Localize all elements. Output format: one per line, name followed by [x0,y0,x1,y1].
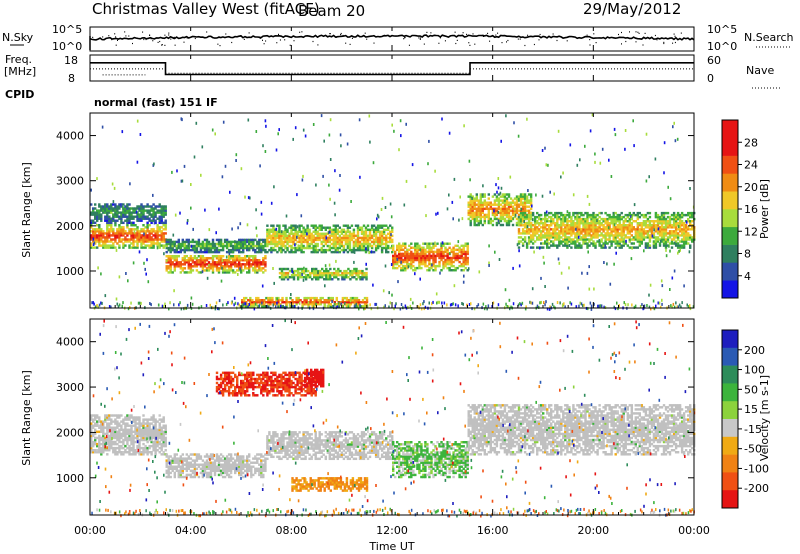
power-heatmap [90,113,696,311]
velocity-y-axis: 1000 2000 3000 4000 [56,336,694,485]
colorbar-swatch [722,155,738,174]
noise-panel: N.Sky 10^5 10^0 10^5 10^0 N.Search [2,23,794,53]
power-region-0 [90,224,167,249]
colorbar-swatch [722,244,738,263]
colorbar-swatch [722,365,738,384]
power-ylabel: Slant Range [km] [20,162,33,258]
colorbar-tick-label: 50 [744,383,758,396]
time-xlabel: Time UT [368,540,414,553]
colorbar-swatch [722,401,738,420]
colorbar-swatch [722,330,738,349]
noise-right-tick-top: 10^5 [707,23,737,36]
velocity-ylabel: Slant Range [km] [20,370,33,466]
xtick-label: 00:00 [74,524,106,537]
colorbar-swatch [722,226,738,245]
station-title: Christmas Valley West (fitACF) [92,0,320,18]
ytick-label: 1000 [56,472,84,485]
beam-label: Beam 20 [298,2,365,20]
velocity-region-2 [266,431,394,461]
xtick-label: 20:00 [577,524,609,537]
cpid-label: CPID [5,88,34,101]
xtick-label: 16:00 [477,524,509,537]
nave-label: Nave [746,64,774,77]
date-label: 29/May/2012 [583,0,681,18]
colorbar-tick-label: 16 [744,203,758,216]
colorbar-swatch [722,262,738,281]
colorbar-tick-label: 28 [744,136,758,149]
frequency-trace [90,61,694,76]
ytick-label: 1000 [56,265,84,278]
time-axis: 00:00 04:00 08:00 12:00 16:00 20:00 00:00 [74,27,710,537]
power-colorbar-label: Power [dB] [758,179,771,239]
colorbar-tick-label: 4 [744,270,751,283]
ytick-label: 3000 [56,175,84,188]
power-panel: 1000 2000 3000 4000 Slant Range [km] [20,112,696,311]
colorbar-tick-label: 12 [744,225,758,238]
ytick-label: 3000 [56,381,84,394]
power-region-1 [90,203,167,225]
power-region-3 [165,238,267,254]
colorbar-tick-label: -15 [744,423,762,436]
ytick-label: 2000 [56,220,84,233]
xtick-label: 04:00 [175,524,207,537]
noise-right-label: N.Search [744,31,794,44]
power-y-axis: 1000 2000 3000 4000 [56,130,694,278]
ytick-label: 4000 [56,336,84,349]
velocity-colorbar: 200 100 50 15 -15 -50 -100 -200 Velocity [m s-1… [721,329,771,509]
colorbar-tick-label: -50 [744,443,762,456]
xtick-label: 12:00 [376,524,408,537]
colorbar-tick-label: 200 [744,344,765,357]
freq-tick-top: 18 [64,54,78,67]
noise-trace [89,31,695,50]
colorbar-swatch [722,490,738,509]
velocity-region-6 [215,371,317,397]
xtick-label: 00:00 [678,524,710,537]
velocity-panel: 1000 2000 3000 4000 Slant Range [km] [20,318,696,518]
colorbar-swatch [722,280,738,299]
colorbar-tick-label: -200 [744,482,769,495]
colorbar-swatch [722,173,738,192]
colorbar-tick-label: 24 [744,159,758,172]
power-region-6 [392,242,469,272]
ytick-label: 2000 [56,426,84,439]
noise-left-tick-top: 10^5 [52,23,82,36]
colorbar-swatch [722,120,738,139]
colorbar-swatch [722,454,738,473]
velocity-region-3 [291,477,369,492]
noise-left-label: N.Sky [2,31,34,44]
colorbar-swatch [722,436,738,455]
colorbar-tick-label: 8 [744,248,751,261]
velocity-colorbar-label: Velocity [m s-1] [758,375,771,461]
colorbar-swatch [722,472,738,491]
cpid-text: normal (fast) 151 IF [94,96,218,109]
power-speckle [90,113,695,311]
noise-left-tick-bottom: 10^0 [52,40,82,53]
colorbar-swatch [722,191,738,210]
power-region-2 [165,255,267,274]
velocity-region-4 [392,441,469,479]
nave-tick-bottom: 0 [707,72,714,85]
nave-tick-top: 60 [707,54,721,67]
noise-right-tick-bottom: 10^0 [707,40,737,53]
colorbar-tick-label: 100 [744,364,765,377]
velocity-region-1 [165,453,267,479]
colorbar-swatch [722,137,738,156]
colorbar-tick-label: 15 [744,403,758,416]
ytick-label: 4000 [56,130,84,143]
colorbar-tick-label: 20 [744,181,758,194]
power-colorbar: 4 8 12 16 20 24 28 Power [dB] [721,119,771,299]
velocity-region-7 [303,368,325,388]
velocity-region-0 [90,414,167,456]
freq-tick-bottom: 8 [68,72,75,85]
colorbar-swatch [722,419,738,438]
colorbar-tick-label: -100 [744,462,769,475]
xtick-label: 08:00 [275,524,307,537]
freq-label: Freq. [5,53,32,66]
colorbar-swatch [722,347,738,366]
colorbar-swatch [722,209,738,228]
freq-unit: [MHz] [4,65,36,78]
colorbar-swatch [722,383,738,402]
